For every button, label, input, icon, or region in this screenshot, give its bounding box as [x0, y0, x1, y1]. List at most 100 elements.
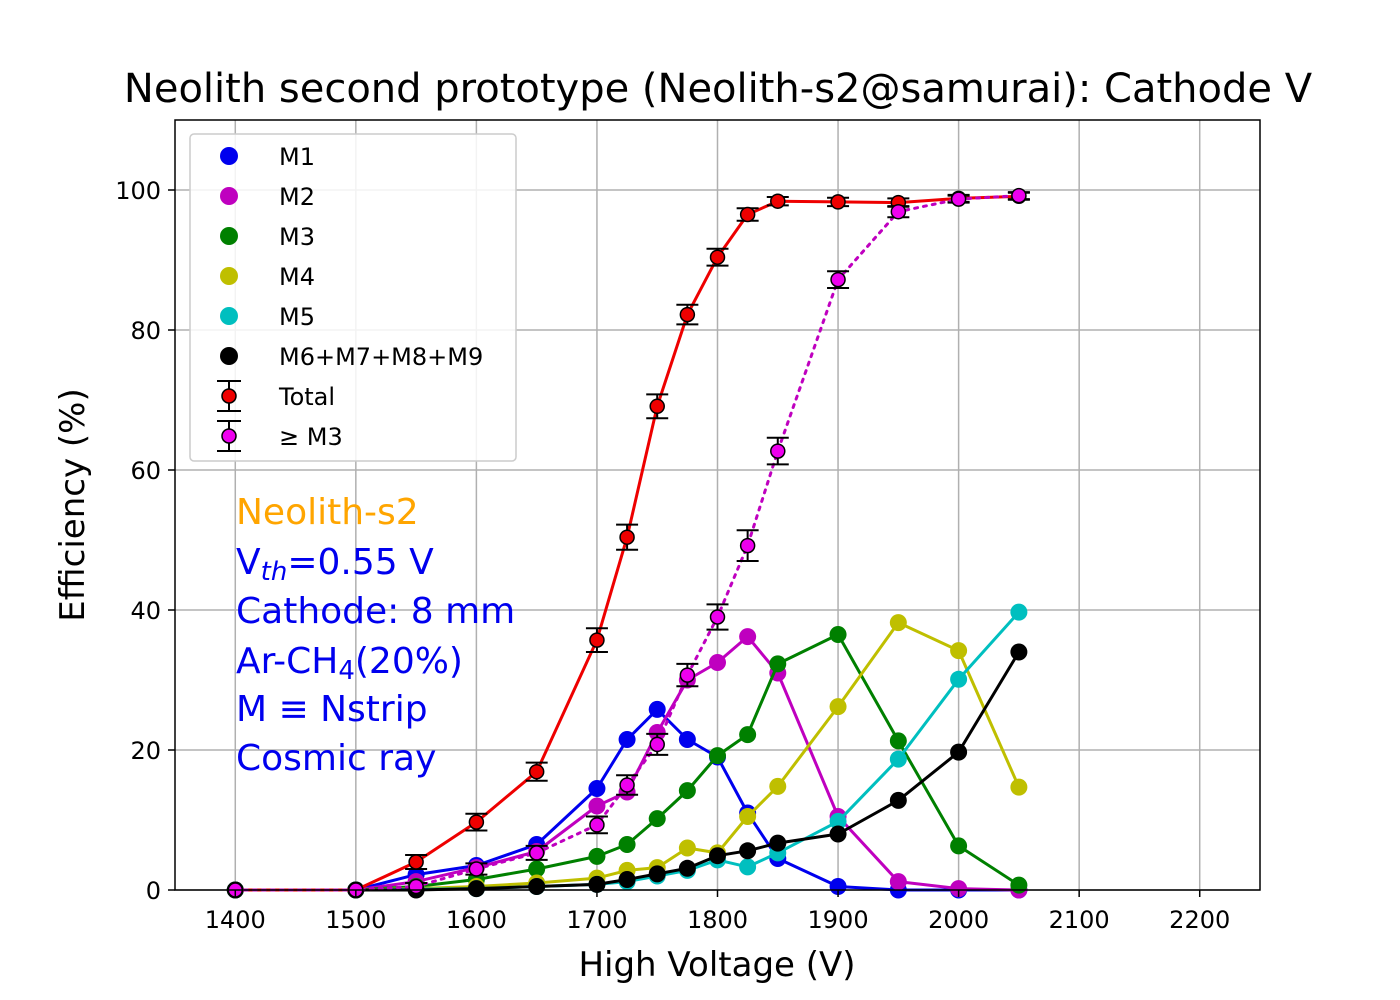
data-point	[950, 642, 968, 660]
y-tick-label: 20	[130, 737, 161, 765]
data-point	[468, 814, 485, 830]
x-tick-label: 2100	[1049, 906, 1110, 934]
data-point	[709, 609, 726, 625]
legend-marker	[220, 147, 238, 165]
data-point	[889, 791, 907, 809]
data-point	[1010, 643, 1028, 661]
data-point	[739, 628, 757, 646]
data-point	[618, 731, 636, 748]
legend-item: M4	[220, 263, 315, 291]
series-total	[227, 188, 1030, 898]
y-tick-label: 100	[115, 177, 161, 205]
data-point	[889, 750, 907, 768]
data-point	[1010, 603, 1028, 621]
legend-marker	[220, 307, 238, 325]
annotation-gas: Ar-CH4(20%)	[236, 641, 463, 686]
legend-label: M2	[279, 183, 315, 211]
data-point	[709, 249, 726, 265]
data-point	[679, 306, 696, 323]
data-point	[770, 443, 786, 459]
data-point	[829, 698, 847, 716]
data-point	[588, 847, 606, 865]
legend-item: M2	[220, 183, 315, 211]
legend-marker	[221, 428, 237, 444]
series-line	[233, 194, 1021, 892]
data-point	[830, 194, 846, 210]
data-point	[890, 203, 907, 220]
data-point	[589, 817, 605, 833]
y-tick-label: 60	[130, 457, 161, 485]
data-point	[408, 854, 424, 870]
legend-label: ≥ M3	[279, 423, 343, 451]
data-point	[619, 529, 635, 545]
data-point	[467, 880, 485, 898]
legend-item: Total	[217, 380, 335, 412]
annotation-block: Neolith-s2 Vth=0.55 V Cathode: 8 mm Ar-C…	[236, 492, 515, 779]
data-point	[618, 871, 636, 888]
data-point	[739, 808, 757, 825]
data-point	[950, 743, 968, 761]
data-point	[769, 777, 787, 795]
x-axis-title: High Voltage (V)	[578, 945, 855, 985]
data-point	[739, 206, 756, 223]
data-point	[950, 837, 968, 855]
data-point	[739, 842, 757, 860]
series-line	[235, 194, 1019, 892]
legend-item: M5	[220, 303, 315, 331]
data-point	[678, 731, 696, 748]
series-layer	[226, 187, 1030, 899]
y-tick-label: 40	[130, 597, 161, 625]
annotation-device: Neolith-s2	[236, 492, 419, 533]
legend-label: M6+M7+M8+M9	[279, 343, 483, 371]
data-point	[678, 782, 696, 800]
annotation-cathode: Cathode: 8 mm	[236, 591, 515, 632]
legend-item: M3	[220, 223, 315, 251]
data-point	[648, 700, 666, 718]
legend-label: M3	[279, 223, 315, 251]
data-point	[950, 880, 968, 898]
data-point	[830, 271, 846, 288]
x-tick-label: 1600	[446, 906, 507, 934]
data-point	[528, 878, 546, 895]
data-point	[648, 724, 666, 741]
data-point	[829, 812, 847, 830]
data-point	[589, 632, 605, 648]
data-point	[889, 873, 907, 891]
data-point	[678, 859, 696, 877]
legend: M1 M2 M3 M4 M5 M6+M7+M8+M9 Total ≥ M3	[189, 133, 517, 462]
data-point	[889, 732, 907, 750]
legend-label: M4	[279, 263, 315, 291]
data-point	[679, 667, 696, 683]
data-point	[739, 537, 756, 554]
x-tick-label: 1800	[687, 906, 748, 934]
data-point	[709, 747, 726, 765]
data-point	[648, 810, 666, 828]
data-point	[528, 845, 545, 861]
data-point	[769, 834, 787, 852]
legend-label: Total	[278, 383, 335, 411]
series-line	[235, 633, 1020, 892]
data-point	[739, 726, 757, 744]
legend-label: M1	[279, 143, 315, 171]
data-point	[619, 777, 635, 793]
annotation-threshold: Vth=0.55 V	[236, 542, 434, 587]
data-point	[528, 763, 545, 780]
data-point	[709, 847, 726, 865]
data-point	[950, 670, 968, 688]
grid	[175, 120, 1260, 891]
legend-marker	[220, 227, 238, 245]
annotation-source: Cosmic ray	[236, 738, 436, 779]
data-point	[528, 860, 546, 878]
data-point	[709, 654, 726, 671]
data-point	[649, 736, 665, 753]
data-point	[588, 780, 606, 797]
y-tick-label: 80	[130, 317, 161, 345]
legend-marker	[220, 347, 238, 365]
legend-item: M1	[220, 143, 315, 171]
data-point	[1010, 778, 1028, 796]
data-point	[829, 626, 847, 643]
series-line	[235, 707, 1019, 892]
data-point	[588, 797, 606, 815]
data-point	[739, 858, 757, 876]
